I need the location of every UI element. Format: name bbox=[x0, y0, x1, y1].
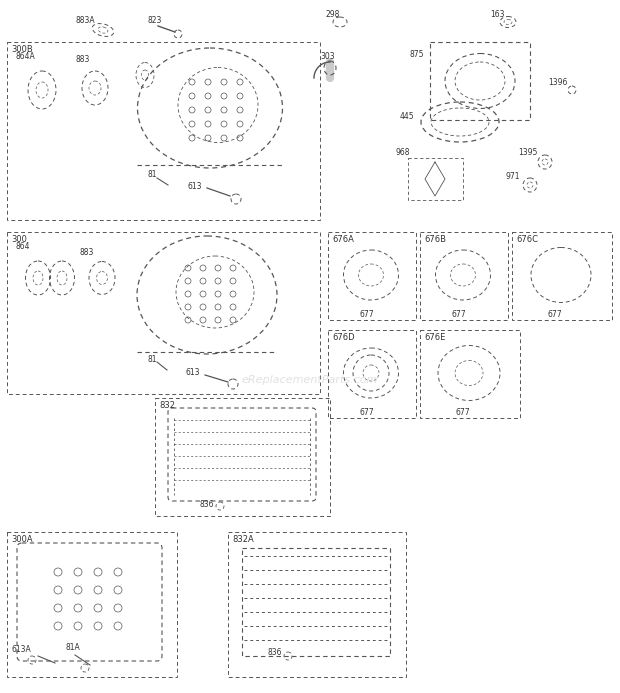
Text: 300B: 300B bbox=[11, 45, 33, 54]
Bar bbox=[512, 232, 612, 320]
Text: 832: 832 bbox=[159, 401, 175, 410]
Bar bbox=[430, 42, 530, 120]
Text: 303: 303 bbox=[320, 52, 335, 61]
Bar bbox=[420, 330, 520, 418]
Text: 676D: 676D bbox=[332, 333, 355, 342]
Text: 676E: 676E bbox=[424, 333, 445, 342]
Text: 823: 823 bbox=[148, 16, 162, 25]
Text: 677: 677 bbox=[360, 408, 374, 417]
Text: 971: 971 bbox=[506, 172, 521, 181]
Text: 864A: 864A bbox=[15, 52, 35, 61]
Text: 832A: 832A bbox=[232, 535, 254, 544]
Text: 81: 81 bbox=[148, 170, 157, 179]
Text: 677: 677 bbox=[455, 408, 469, 417]
Text: 1396: 1396 bbox=[548, 78, 567, 87]
Text: 1395: 1395 bbox=[518, 148, 538, 157]
Bar bbox=[408, 158, 463, 200]
Text: 81: 81 bbox=[148, 355, 157, 364]
Text: 613A: 613A bbox=[12, 645, 32, 654]
Bar bbox=[155, 398, 330, 516]
Text: 613: 613 bbox=[187, 182, 202, 191]
Bar bbox=[7, 532, 177, 677]
Bar bbox=[328, 232, 416, 320]
Bar bbox=[420, 232, 508, 320]
Text: 676B: 676B bbox=[424, 235, 446, 244]
Text: 676A: 676A bbox=[332, 235, 354, 244]
Text: 300A: 300A bbox=[11, 535, 33, 544]
Text: 298: 298 bbox=[326, 10, 340, 19]
Text: 300: 300 bbox=[11, 235, 27, 244]
Text: 613: 613 bbox=[186, 368, 200, 377]
Text: 677: 677 bbox=[360, 310, 374, 319]
Bar bbox=[228, 532, 406, 677]
Bar bbox=[242, 548, 390, 656]
Text: 81A: 81A bbox=[65, 643, 80, 652]
Text: 445: 445 bbox=[400, 112, 415, 121]
Text: 836: 836 bbox=[268, 648, 283, 657]
Bar bbox=[7, 232, 320, 394]
Text: 875: 875 bbox=[410, 50, 425, 59]
Text: 883: 883 bbox=[75, 55, 89, 64]
Text: 836: 836 bbox=[200, 500, 215, 509]
Text: 864: 864 bbox=[15, 242, 30, 251]
Text: eReplacementParts.com: eReplacementParts.com bbox=[242, 375, 378, 385]
Bar bbox=[7, 42, 320, 220]
Text: 677: 677 bbox=[548, 310, 562, 319]
Text: 163: 163 bbox=[490, 10, 505, 19]
Text: 883A: 883A bbox=[75, 16, 95, 25]
Bar bbox=[328, 330, 416, 418]
Text: 883: 883 bbox=[80, 248, 94, 257]
Text: 676C: 676C bbox=[516, 235, 538, 244]
Text: 677: 677 bbox=[452, 310, 467, 319]
Text: 968: 968 bbox=[395, 148, 409, 157]
